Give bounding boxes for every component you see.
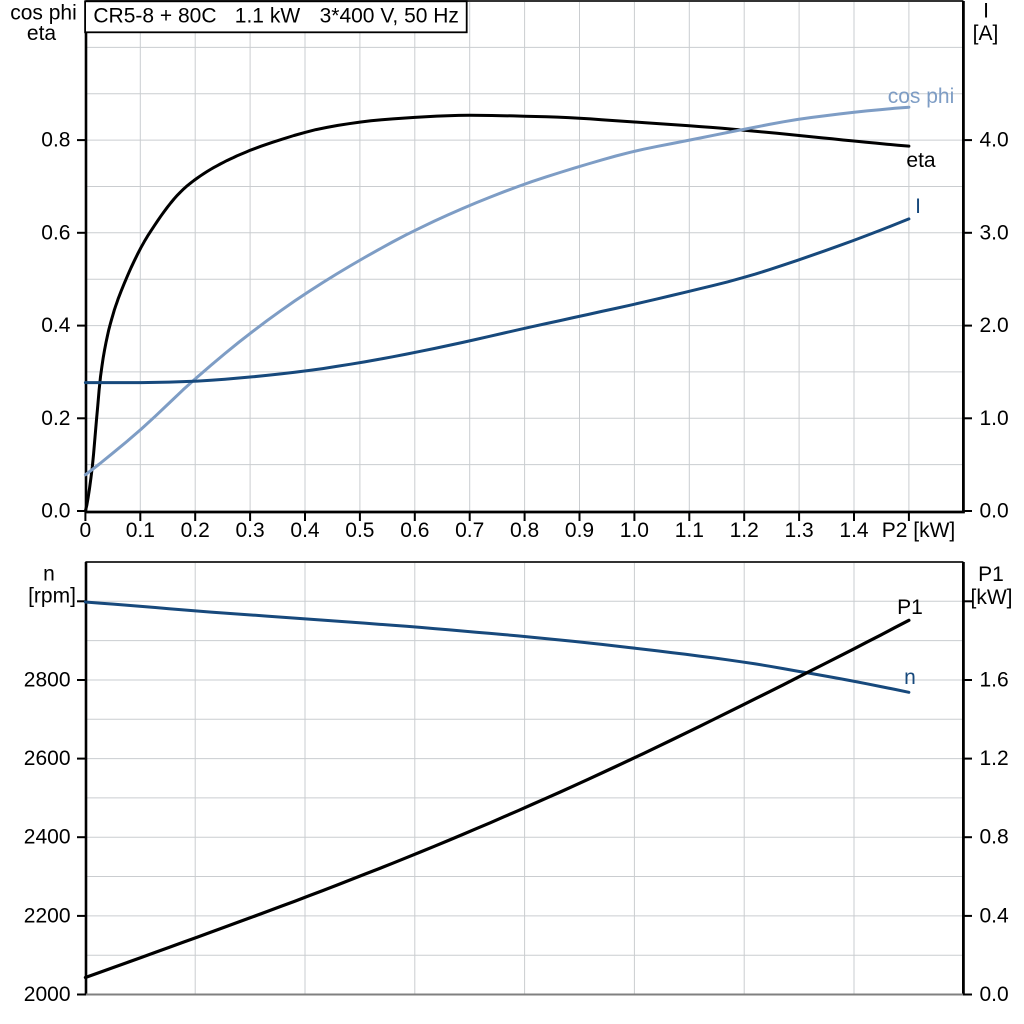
svg-text:0.8: 0.8 [41,129,70,152]
svg-text:P1: P1 [978,563,1004,586]
svg-text:0.8: 0.8 [510,519,539,542]
svg-text:P1: P1 [897,596,923,619]
svg-text:cos phi: cos phi [888,85,955,108]
svg-text:0.2: 0.2 [41,407,70,430]
svg-text:4.0: 4.0 [980,129,1009,152]
svg-text:1.0: 1.0 [980,407,1009,430]
svg-text:0.6: 0.6 [400,519,429,542]
svg-text:0.4: 0.4 [290,519,320,542]
svg-text:1.1 kW: 1.1 kW [235,5,301,28]
svg-text:I: I [915,195,921,218]
svg-text:3.0: 3.0 [980,221,1009,244]
svg-text:0.1: 0.1 [126,519,155,542]
svg-text:3*400 V, 50 Hz: 3*400 V, 50 Hz [320,5,459,28]
svg-text:0.3: 0.3 [235,519,264,542]
svg-text:P2 [kW]: P2 [kW] [882,519,956,542]
svg-text:0: 0 [80,519,92,542]
svg-text:2600: 2600 [24,747,71,770]
svg-text:cos phi: cos phi [10,2,77,25]
svg-text:2.0: 2.0 [980,314,1009,337]
svg-text:1.2: 1.2 [730,519,759,542]
svg-text:[A]: [A] [973,22,999,45]
svg-text:0.8: 0.8 [980,826,1009,849]
svg-text:1.4: 1.4 [839,519,869,542]
svg-text:1.0: 1.0 [620,519,649,542]
svg-text:0.5: 0.5 [345,519,374,542]
svg-text:0.0: 0.0 [980,983,1009,1006]
svg-text:eta: eta [27,22,57,45]
svg-text:0.6: 0.6 [41,221,70,244]
svg-text:0.0: 0.0 [41,500,70,523]
svg-text:I: I [983,0,989,23]
svg-text:0.4: 0.4 [41,314,71,337]
svg-text:[kW]: [kW] [971,586,1013,609]
svg-text:1.6: 1.6 [980,669,1009,692]
svg-text:0.0: 0.0 [980,500,1009,523]
svg-text:2000: 2000 [24,983,71,1006]
svg-text:eta: eta [906,149,936,172]
svg-text:n: n [43,563,55,586]
svg-text:0.7: 0.7 [455,519,484,542]
svg-text:0.9: 0.9 [565,519,594,542]
svg-text:CR5-8 + 80C: CR5-8 + 80C [93,5,216,28]
svg-text:[rpm]: [rpm] [28,585,76,608]
svg-text:1.1: 1.1 [675,519,704,542]
svg-text:0.2: 0.2 [181,519,210,542]
svg-text:1.3: 1.3 [784,519,813,542]
svg-text:2800: 2800 [24,669,71,692]
svg-text:n: n [904,666,916,689]
svg-text:2200: 2200 [24,904,71,927]
svg-text:2400: 2400 [24,826,71,849]
svg-text:1.2: 1.2 [980,747,1009,770]
svg-text:0.4: 0.4 [980,904,1010,927]
